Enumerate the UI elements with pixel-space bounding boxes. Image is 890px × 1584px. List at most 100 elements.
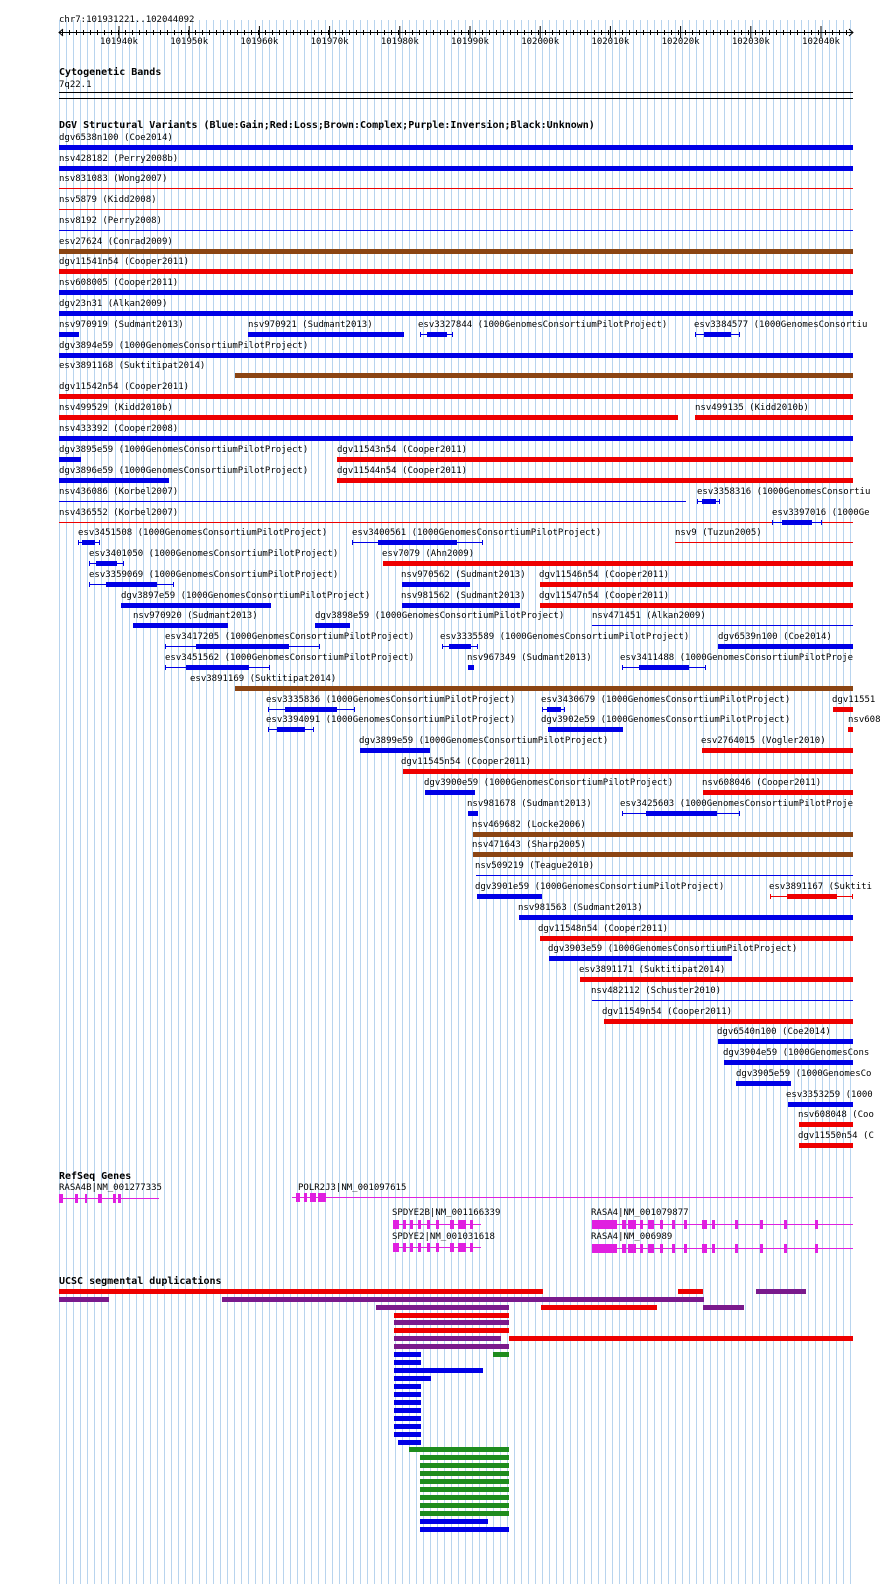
refseq-gene-exon[interactable] [648, 1220, 654, 1229]
refseq-gene-exon[interactable] [784, 1220, 787, 1229]
dgv-feature-bar[interactable] [473, 832, 853, 837]
dgv-feature-bar[interactable] [477, 894, 542, 899]
refseq-gene-exon[interactable] [118, 1194, 121, 1203]
dgv-feature-bar[interactable] [592, 1000, 853, 1001]
segdup-bar[interactable] [222, 1297, 704, 1302]
dgv-feature-bar[interactable] [782, 520, 812, 525]
dgv-feature-bar[interactable] [833, 707, 853, 712]
dgv-feature-bar[interactable] [59, 332, 79, 337]
dgv-feature-cap[interactable] [268, 727, 269, 732]
dgv-feature-cap[interactable] [354, 707, 355, 712]
refseq-gene-exon[interactable] [622, 1244, 626, 1253]
refseq-gene-exon[interactable] [470, 1220, 473, 1229]
dgv-feature-cap[interactable] [482, 540, 483, 545]
dgv-feature-bar[interactable] [468, 811, 478, 816]
segdup-bar[interactable] [703, 1305, 744, 1310]
dgv-feature-bar[interactable] [59, 230, 853, 231]
dgv-feature-bar[interactable] [402, 603, 520, 608]
segdup-bar[interactable] [756, 1289, 806, 1294]
refseq-gene-exon[interactable] [815, 1244, 818, 1253]
dgv-feature-bar[interactable] [106, 582, 157, 587]
segdup-bar[interactable] [493, 1352, 509, 1357]
refseq-gene-exon[interactable] [672, 1244, 675, 1253]
dgv-feature-cap[interactable] [99, 540, 100, 545]
refseq-gene-exon[interactable] [640, 1220, 643, 1229]
dgv-feature-bar[interactable] [476, 875, 853, 876]
dgv-feature-bar[interactable] [703, 790, 853, 795]
refseq-gene-exon[interactable] [393, 1220, 399, 1229]
segdup-bar[interactable] [394, 1328, 509, 1333]
refseq-gene-exon[interactable] [418, 1243, 421, 1252]
dgv-feature-cap[interactable] [542, 707, 543, 712]
dgv-feature-bar[interactable] [378, 540, 457, 545]
refseq-gene-exon[interactable] [436, 1243, 439, 1252]
refseq-gene-exon[interactable] [684, 1244, 687, 1253]
segdup-bar[interactable] [394, 1352, 421, 1357]
dgv-feature-cap[interactable] [165, 665, 166, 670]
dgv-feature-bar[interactable] [59, 249, 853, 254]
refseq-gene-exon[interactable] [393, 1243, 399, 1252]
dgv-feature-cap[interactable] [697, 499, 698, 504]
dgv-feature-bar[interactable] [337, 457, 853, 462]
dgv-feature-bar[interactable] [468, 665, 474, 670]
dgv-feature-cap[interactable] [739, 332, 740, 337]
refseq-gene-exon[interactable] [427, 1243, 430, 1252]
dgv-feature-bar[interactable] [59, 269, 853, 274]
segdup-bar[interactable] [394, 1344, 509, 1349]
refseq-gene-exon[interactable] [640, 1244, 643, 1253]
dgv-feature-cap[interactable] [452, 332, 453, 337]
refseq-gene-exon[interactable] [98, 1194, 102, 1203]
dgv-feature-bar[interactable] [548, 727, 623, 732]
segdup-bar[interactable] [394, 1408, 421, 1413]
refseq-gene-exon[interactable] [427, 1220, 430, 1229]
dgv-feature-bar[interactable] [59, 436, 853, 441]
segdup-bar[interactable] [398, 1440, 421, 1445]
dgv-feature-bar[interactable] [788, 1102, 853, 1107]
dgv-feature-bar[interactable] [704, 332, 731, 337]
dgv-feature-cap[interactable] [695, 332, 696, 337]
dgv-feature-bar[interactable] [59, 457, 81, 462]
dgv-feature-cap[interactable] [739, 811, 740, 816]
dgv-feature-bar[interactable] [59, 353, 853, 358]
dgv-feature-cap[interactable] [852, 894, 853, 899]
segdup-bar[interactable] [394, 1360, 421, 1365]
dgv-feature-cap[interactable] [123, 561, 124, 566]
dgv-feature-bar[interactable] [549, 956, 732, 961]
dgv-feature-cap[interactable] [564, 707, 565, 712]
refseq-gene-exon[interactable] [458, 1220, 466, 1229]
dgv-feature-bar[interactable] [402, 582, 470, 587]
dgv-feature-bar[interactable] [724, 1060, 853, 1065]
segdup-bar[interactable] [394, 1368, 483, 1373]
dgv-feature-bar[interactable] [59, 209, 853, 210]
dgv-feature-bar[interactable] [196, 644, 289, 649]
refseq-gene-exon[interactable] [784, 1244, 787, 1253]
dgv-feature-bar[interactable] [315, 623, 350, 628]
dgv-feature-bar[interactable] [59, 188, 853, 189]
refseq-gene-exon[interactable] [622, 1220, 626, 1229]
segdup-bar[interactable] [509, 1336, 853, 1341]
dgv-feature-bar[interactable] [59, 501, 686, 502]
refseq-gene-exon[interactable] [113, 1194, 116, 1203]
refseq-gene-exon[interactable] [660, 1220, 663, 1229]
refseq-gene-exon[interactable] [403, 1220, 406, 1229]
refseq-gene-exon[interactable] [592, 1244, 617, 1253]
dgv-feature-cap[interactable] [89, 561, 90, 566]
dgv-feature-cap[interactable] [719, 499, 720, 504]
refseq-gene-exon[interactable] [660, 1244, 663, 1253]
dgv-feature-bar[interactable] [580, 977, 853, 982]
dgv-feature-bar[interactable] [799, 1122, 853, 1127]
segdup-bar[interactable] [409, 1447, 509, 1452]
refseq-gene-exon[interactable] [712, 1220, 715, 1229]
segdup-bar[interactable] [420, 1503, 509, 1508]
segdup-bar[interactable] [420, 1471, 509, 1476]
segdup-bar[interactable] [394, 1376, 431, 1381]
refseq-gene-exon[interactable] [702, 1220, 707, 1229]
dgv-feature-cap[interactable] [269, 665, 270, 670]
dgv-feature-bar[interactable] [519, 915, 853, 920]
dgv-feature-cap[interactable] [770, 894, 771, 899]
refseq-gene-exon[interactable] [760, 1220, 763, 1229]
refseq-gene-exon[interactable] [403, 1243, 406, 1252]
dgv-feature-bar[interactable] [547, 707, 561, 712]
refseq-gene-intron-line[interactable] [592, 1248, 853, 1249]
dgv-feature-bar[interactable] [718, 1039, 853, 1044]
